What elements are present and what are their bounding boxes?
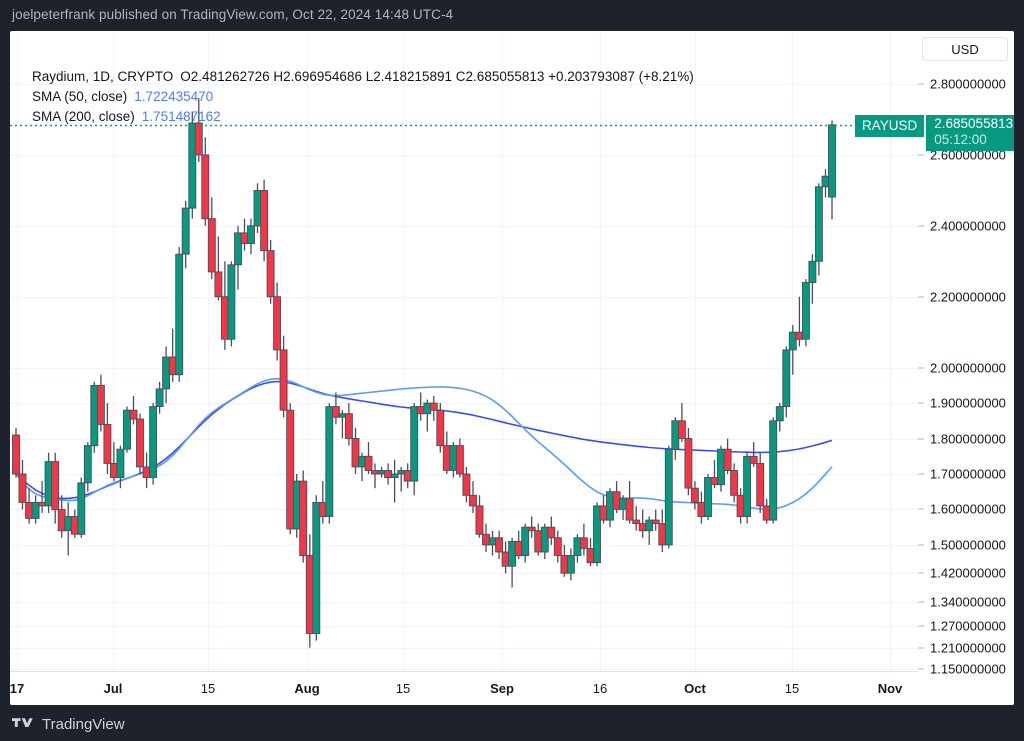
price-tick-mark — [918, 668, 924, 670]
time-tick-label: Sep — [490, 681, 514, 696]
footer-brand-text: TradingView — [42, 716, 125, 733]
footer-branding: TradingView — [12, 716, 125, 733]
time-tick-label: Nov — [877, 681, 903, 696]
grid-lines — [10, 31, 918, 671]
time-tick-label: 17 — [10, 681, 25, 696]
time-tick-label: Oct — [684, 681, 706, 696]
badge-symbol-label: RAYUSD — [855, 114, 925, 137]
price-tick-mark — [918, 625, 924, 627]
price-tick-mark — [918, 367, 924, 369]
price-tick-mark — [918, 647, 924, 649]
time-tick-label: Jul — [103, 681, 123, 696]
price-tick-mark — [918, 508, 924, 510]
tradingview-logo-icon — [12, 717, 33, 727]
price-tick-mark — [918, 154, 924, 156]
price-tick-mark — [918, 296, 924, 298]
price-tick-label: 1.270000000 — [930, 618, 1006, 634]
chart-panel: RAYUSD 2.685055813 05:12:00 USD 2.800000… — [10, 31, 1014, 705]
badge-price-value: 2.685055813 — [934, 116, 1014, 131]
published-byline: joelpeterfrank published on TradingView.… — [12, 7, 454, 22]
price-tick-mark — [918, 438, 924, 440]
price-tick-label: 2.200000000 — [930, 289, 1006, 305]
time-tick-label: 15 — [200, 681, 216, 696]
time-scale[interactable]: 17 Jul 15 Aug 15 Sep 16 Oct 15 Nov — [10, 671, 918, 705]
price-tick-label: 2.000000000 — [930, 360, 1006, 376]
chart-plot-area[interactable] — [10, 31, 918, 671]
candlestick-series — [12, 98, 836, 648]
price-tick-mark — [918, 83, 924, 85]
price-tick-mark — [918, 572, 924, 574]
price-tick-label: 2.800000000 — [930, 76, 1006, 92]
currency-selector[interactable]: USD — [922, 37, 1008, 61]
current-price-badge[interactable]: RAYUSD 2.685055813 05:12:00 — [855, 114, 1014, 151]
price-tick-label: 2.400000000 — [930, 218, 1006, 234]
time-tick-label: 15 — [395, 681, 411, 696]
price-tick-label: 1.600000000 — [930, 501, 1006, 517]
price-tick-label: 1.900000000 — [930, 395, 1006, 411]
badge-price-block: 2.685055813 05:12:00 — [926, 114, 1014, 151]
price-tick-label: 2.600000000 — [930, 147, 1006, 163]
price-tick-mark — [918, 225, 924, 227]
time-tick-label: Aug — [294, 681, 320, 696]
price-tick-mark — [918, 402, 924, 404]
price-tick-mark — [918, 544, 924, 546]
price-tick-label: 1.420000000 — [930, 565, 1006, 581]
time-tick-label: 15 — [784, 681, 800, 696]
price-tick-mark — [918, 473, 924, 475]
time-tick-label: 16 — [592, 681, 608, 696]
price-tick-label: 1.210000000 — [930, 640, 1006, 656]
price-tick-label: 1.500000000 — [930, 537, 1006, 553]
badge-countdown: 05:12:00 — [934, 132, 987, 147]
price-tick-mark — [918, 601, 924, 603]
price-tick-label: 1.700000000 — [930, 466, 1006, 482]
chart-canvas — [10, 31, 918, 671]
price-tick-label: 1.800000000 — [930, 431, 1006, 447]
price-tick-label: 1.150000000 — [930, 661, 1006, 677]
price-tick-label: 1.340000000 — [930, 594, 1006, 610]
